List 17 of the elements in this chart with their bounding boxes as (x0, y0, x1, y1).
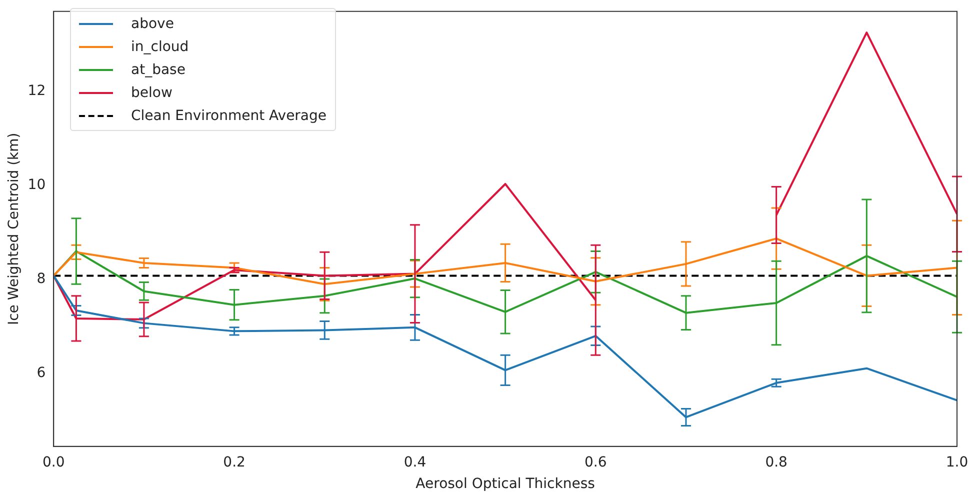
y-tick-label: 10 (28, 177, 46, 194)
y-tick-label: 6 (36, 365, 46, 382)
legend-label: below (131, 84, 172, 100)
x-tick-label: 0.6 (584, 454, 607, 470)
y-tick-label: 8 (36, 271, 46, 288)
x-tick-label: 1.0 (946, 454, 968, 470)
x-tick-label: 0.0 (42, 454, 65, 470)
legend-label: at_base (131, 62, 186, 78)
x-tick-label: 0.8 (765, 454, 788, 470)
legend-label: Clean Environment Average (131, 108, 327, 124)
legend-label: in_cloud (131, 38, 189, 54)
x-tick-label: 0.2 (223, 454, 246, 470)
x-tick-label: 0.4 (404, 454, 426, 470)
y-axis-title: Ice Weighted Centroid (km) (6, 132, 22, 326)
legend-label: above (131, 16, 174, 32)
x-axis-title: Aerosol Optical Thickness (416, 476, 595, 492)
y-tick-label: 12 (28, 82, 46, 99)
